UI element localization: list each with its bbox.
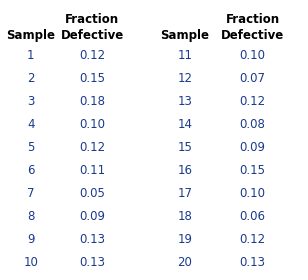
Text: 8: 8 (27, 210, 34, 223)
Text: 13: 13 (177, 95, 192, 108)
Text: 0.10: 0.10 (240, 49, 265, 62)
Text: 18: 18 (177, 210, 192, 223)
Text: Sample: Sample (6, 29, 55, 42)
Text: 0.15: 0.15 (79, 72, 105, 85)
Text: 3: 3 (27, 95, 34, 108)
Text: 0.13: 0.13 (79, 233, 105, 246)
Text: 0.10: 0.10 (79, 118, 105, 131)
Text: 1: 1 (27, 49, 34, 62)
Text: 0.18: 0.18 (79, 95, 105, 108)
Text: Defective: Defective (221, 29, 284, 42)
Text: 0.05: 0.05 (79, 187, 105, 200)
Text: 0.12: 0.12 (79, 141, 105, 154)
Text: 15: 15 (177, 141, 192, 154)
Text: Sample: Sample (160, 29, 209, 42)
Text: 0.13: 0.13 (79, 256, 105, 269)
Text: 17: 17 (177, 187, 192, 200)
Text: 0.10: 0.10 (240, 187, 265, 200)
Text: 2: 2 (27, 72, 34, 85)
Text: Fraction: Fraction (225, 13, 280, 25)
Text: 0.11: 0.11 (79, 164, 105, 177)
Text: 0.06: 0.06 (240, 210, 265, 223)
Text: 6: 6 (27, 164, 34, 177)
Text: 19: 19 (177, 233, 192, 246)
Text: 0.12: 0.12 (240, 233, 265, 246)
Text: 0.09: 0.09 (240, 141, 265, 154)
Text: 9: 9 (27, 233, 34, 246)
Text: 5: 5 (27, 141, 34, 154)
Text: 16: 16 (177, 164, 192, 177)
Text: Fraction: Fraction (65, 13, 120, 25)
Text: 0.07: 0.07 (240, 72, 265, 85)
Text: 10: 10 (23, 256, 38, 269)
Text: 0.13: 0.13 (240, 256, 265, 269)
Text: 0.12: 0.12 (240, 95, 265, 108)
Text: 7: 7 (27, 187, 34, 200)
Text: 20: 20 (177, 256, 192, 269)
Text: 0.15: 0.15 (240, 164, 265, 177)
Text: 0.09: 0.09 (79, 210, 105, 223)
Text: Defective: Defective (61, 29, 124, 42)
Text: 11: 11 (177, 49, 192, 62)
Text: 4: 4 (27, 118, 34, 131)
Text: 0.12: 0.12 (79, 49, 105, 62)
Text: 0.08: 0.08 (240, 118, 265, 131)
Text: 14: 14 (177, 118, 192, 131)
Text: 12: 12 (177, 72, 192, 85)
